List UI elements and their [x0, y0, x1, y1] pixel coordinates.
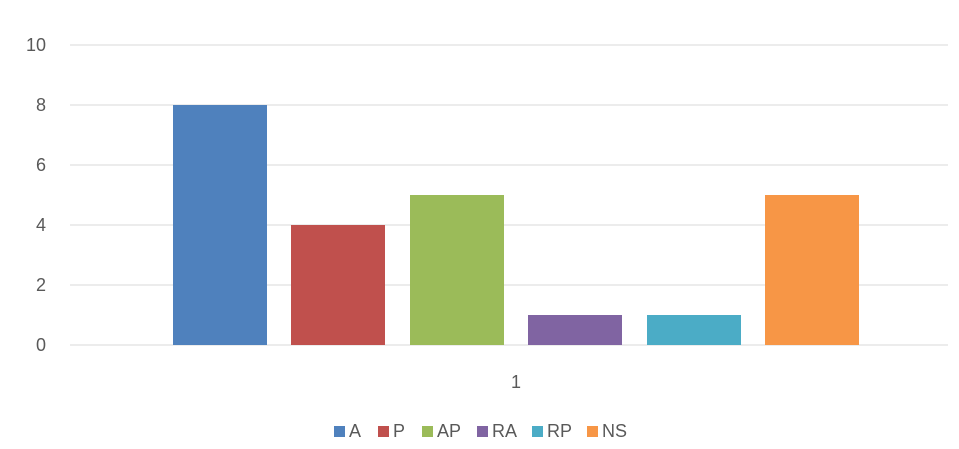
y-tick-label: 8 [36, 95, 46, 115]
x-axis: 1 [511, 372, 521, 392]
bar-rp [647, 315, 741, 345]
y-tick-label: 6 [36, 155, 46, 175]
legend-swatch-ap [422, 426, 433, 437]
bars [173, 105, 859, 345]
legend: A P AP RA RP NS [334, 421, 627, 441]
y-tick-label: 0 [36, 335, 46, 355]
legend-swatch-ns [587, 426, 598, 437]
bar-ns [765, 195, 859, 345]
bar-p [291, 225, 385, 345]
y-tick-label: 2 [36, 275, 46, 295]
legend-label-ns: NS [602, 421, 627, 441]
bar-ap [410, 195, 504, 345]
legend-label-a: A [349, 421, 361, 441]
legend-label-p: P [393, 421, 405, 441]
y-axis-ticks: 0 2 4 6 8 10 [26, 35, 46, 355]
bar-ra [528, 315, 622, 345]
legend-swatch-rp [532, 426, 543, 437]
y-tick-label: 10 [26, 35, 46, 55]
legend-label-ap: AP [437, 421, 461, 441]
legend-swatch-a [334, 426, 345, 437]
bar-a [173, 105, 267, 345]
legend-label-rp: RP [547, 421, 572, 441]
legend-swatch-p [378, 426, 389, 437]
x-category-label: 1 [511, 372, 521, 392]
y-tick-label: 4 [36, 215, 46, 235]
legend-label-ra: RA [492, 421, 517, 441]
legend-swatch-ra [477, 426, 488, 437]
